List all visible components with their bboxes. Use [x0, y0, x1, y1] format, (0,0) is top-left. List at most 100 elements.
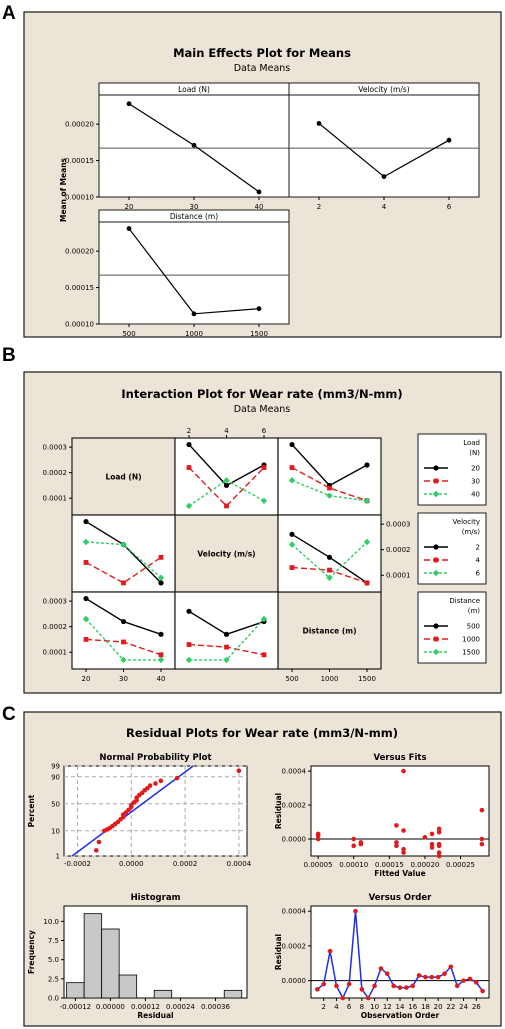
panel-a: A Main Effects Plot for Means Data Means…	[2, 3, 502, 338]
order-point	[429, 974, 435, 980]
legend-0: Load (N) 20 30 40	[417, 433, 487, 506]
marker-diamond	[223, 477, 230, 484]
npp-y-tick-label: 1	[56, 853, 60, 861]
legend-item-label: 6	[476, 570, 481, 578]
marker-diamond	[326, 492, 333, 499]
fits-point	[436, 853, 442, 859]
order-point	[327, 948, 333, 954]
fits-point	[429, 845, 435, 850]
strip-label: Distance (m)	[170, 212, 218, 221]
marker-square	[224, 644, 229, 650]
hist-bar	[101, 928, 120, 999]
fits: Versus Fits Residual Fitted Value 0.0004 0.0…	[274, 753, 490, 878]
marker-circle	[364, 462, 370, 468]
order-x-tick-label: 4	[334, 1003, 339, 1011]
right-tick-label: 0.0002	[386, 546, 411, 554]
fits-x-tick-label: 0.00015	[375, 861, 404, 869]
marker-diamond	[82, 615, 90, 623]
fits-point	[394, 843, 399, 849]
npp-point	[174, 775, 180, 781]
marker-square	[261, 652, 267, 658]
interaction-cell-1-0	[71, 514, 176, 593]
x-tick-label: 30	[190, 203, 199, 211]
fits-xlabel: Fitted Value	[374, 869, 425, 878]
legend-unit: (m)	[468, 607, 481, 615]
marker-square	[83, 637, 89, 642]
interaction-cell-box	[71, 591, 176, 670]
legend-marker-diamond	[432, 648, 440, 656]
diag-label: Load (N)	[105, 473, 141, 482]
main-effect-0: Load (N) 20 30 40 0.00020 0.00015 0.00010	[65, 82, 290, 211]
fits-x-tick-label: 0.00005	[304, 861, 333, 869]
hist-title: Histogram	[131, 893, 181, 903]
marker-circle	[326, 554, 333, 560]
main-effect-point	[126, 101, 132, 107]
npp-point	[158, 778, 164, 784]
order-point	[353, 908, 358, 914]
order-point	[423, 974, 428, 980]
marker-square	[121, 580, 126, 586]
npp-point	[147, 783, 153, 788]
order-x-tick-label: 22	[446, 1003, 455, 1011]
order-x-tick-label: 18	[421, 1003, 430, 1011]
fits-x-tick-label: 0.00025	[446, 861, 475, 869]
interaction-cell-box	[174, 591, 279, 670]
interaction-matrix: Load (N) Velocity (m/s) Distance (m) 2 4 6 0.0…	[43, 427, 411, 683]
right-tick-label: 0.0003	[386, 521, 411, 529]
legend-item-label: 1500	[462, 649, 480, 657]
bottom-tick-label: 40	[157, 675, 166, 683]
fits-point	[351, 836, 357, 842]
left-tick-label: 0.0002	[43, 623, 68, 631]
marker-square	[83, 560, 89, 565]
fits-ylabel: Residual	[274, 793, 283, 829]
panel-b: B Interaction Plot for Wear rate (mm3/N-…	[2, 345, 502, 694]
legend-item-label: 40	[471, 491, 480, 499]
x-tick-label: 1000	[185, 330, 203, 338]
hist-bar	[118, 974, 138, 999]
legend-marker-circle	[433, 623, 439, 629]
order-point	[321, 981, 327, 987]
y-tick-label: 0.00010	[65, 321, 94, 329]
marker-circle	[289, 531, 295, 537]
marker-diamond	[288, 477, 296, 484]
x-tick-label: 2	[317, 203, 321, 211]
npp: Normal Probability Plot Percent -0.0002 0.0…	[27, 753, 252, 868]
order-ylabel: Residual	[274, 934, 283, 970]
marker-diamond	[260, 497, 268, 504]
npp-y-tick-label: 50	[51, 800, 60, 808]
legend-marker-square	[433, 636, 439, 642]
npp-point	[93, 848, 99, 853]
marker-circle	[223, 482, 230, 489]
main-effect-point	[316, 121, 322, 126]
bottom-tick-label: 1000	[321, 675, 339, 683]
strip-label: Velocity (m/s)	[358, 85, 409, 94]
order-box	[310, 905, 490, 999]
top-tick-label: 6	[262, 427, 267, 435]
fits-point	[394, 823, 399, 828]
marker-diamond	[260, 615, 268, 623]
main-effect-point	[126, 226, 132, 231]
order-point	[346, 981, 352, 987]
npp-point	[96, 839, 102, 845]
fits-title: Versus Fits	[373, 753, 426, 763]
hist-bar	[223, 989, 243, 999]
diag-label: Velocity (m/s)	[197, 550, 255, 559]
bottom-tick-label: 500	[285, 675, 298, 683]
order-point	[340, 995, 346, 1001]
interaction-cell-box	[277, 437, 382, 516]
fits-point	[436, 850, 442, 855]
order-point	[404, 985, 409, 990]
marker-square	[261, 465, 267, 470]
fits-point	[479, 836, 485, 842]
marker-square	[186, 465, 192, 470]
fits-point	[394, 840, 399, 845]
fits-x-tick-label: 0.00010	[339, 861, 368, 869]
marker-diamond	[120, 541, 127, 548]
residual-plots: Normal Probability Plot Percent -0.0002 0.0…	[27, 753, 490, 1020]
legend-item-label: 2	[476, 544, 480, 552]
fits-x-tick-label: 0.00020	[410, 861, 439, 869]
main-effect-2: Distance (m) 500 1000 1500 0.00020 0.00015 0.0…	[65, 209, 290, 338]
y-tick-label: 0.00015	[65, 157, 94, 165]
main-effect-point	[191, 142, 197, 148]
